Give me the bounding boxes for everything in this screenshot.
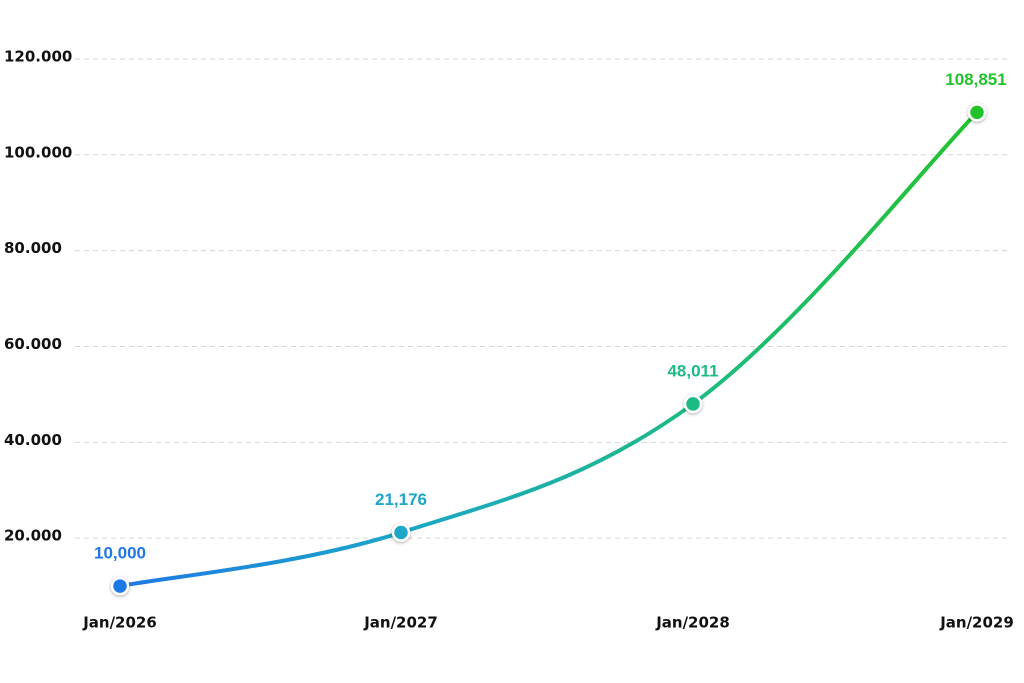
x-tick-label: Jan/2029: [939, 614, 1014, 632]
y-tick-label: 60.000: [4, 335, 62, 353]
y-tick-label: 120.000: [4, 47, 72, 65]
value-label: 48,011: [667, 361, 718, 380]
value-label: 21,176: [375, 490, 427, 509]
x-tick-label: Jan/2026: [82, 614, 157, 632]
y-tick-label: 40.000: [4, 431, 62, 449]
line: [118, 110, 979, 589]
y-tick-label: 80.000: [4, 239, 62, 257]
point: [110, 576, 130, 596]
value-label: 108,851: [945, 70, 1006, 89]
point: [683, 394, 703, 414]
x-tick-label: Jan/2027: [363, 614, 438, 632]
y-tick-label: 20.000: [4, 527, 62, 545]
point: [391, 523, 411, 542]
x-tick-label: Jan/2028: [655, 614, 730, 632]
value-label: 10,000: [94, 544, 146, 563]
point: [967, 103, 987, 122]
y-tick-label: 100.000: [4, 143, 72, 161]
